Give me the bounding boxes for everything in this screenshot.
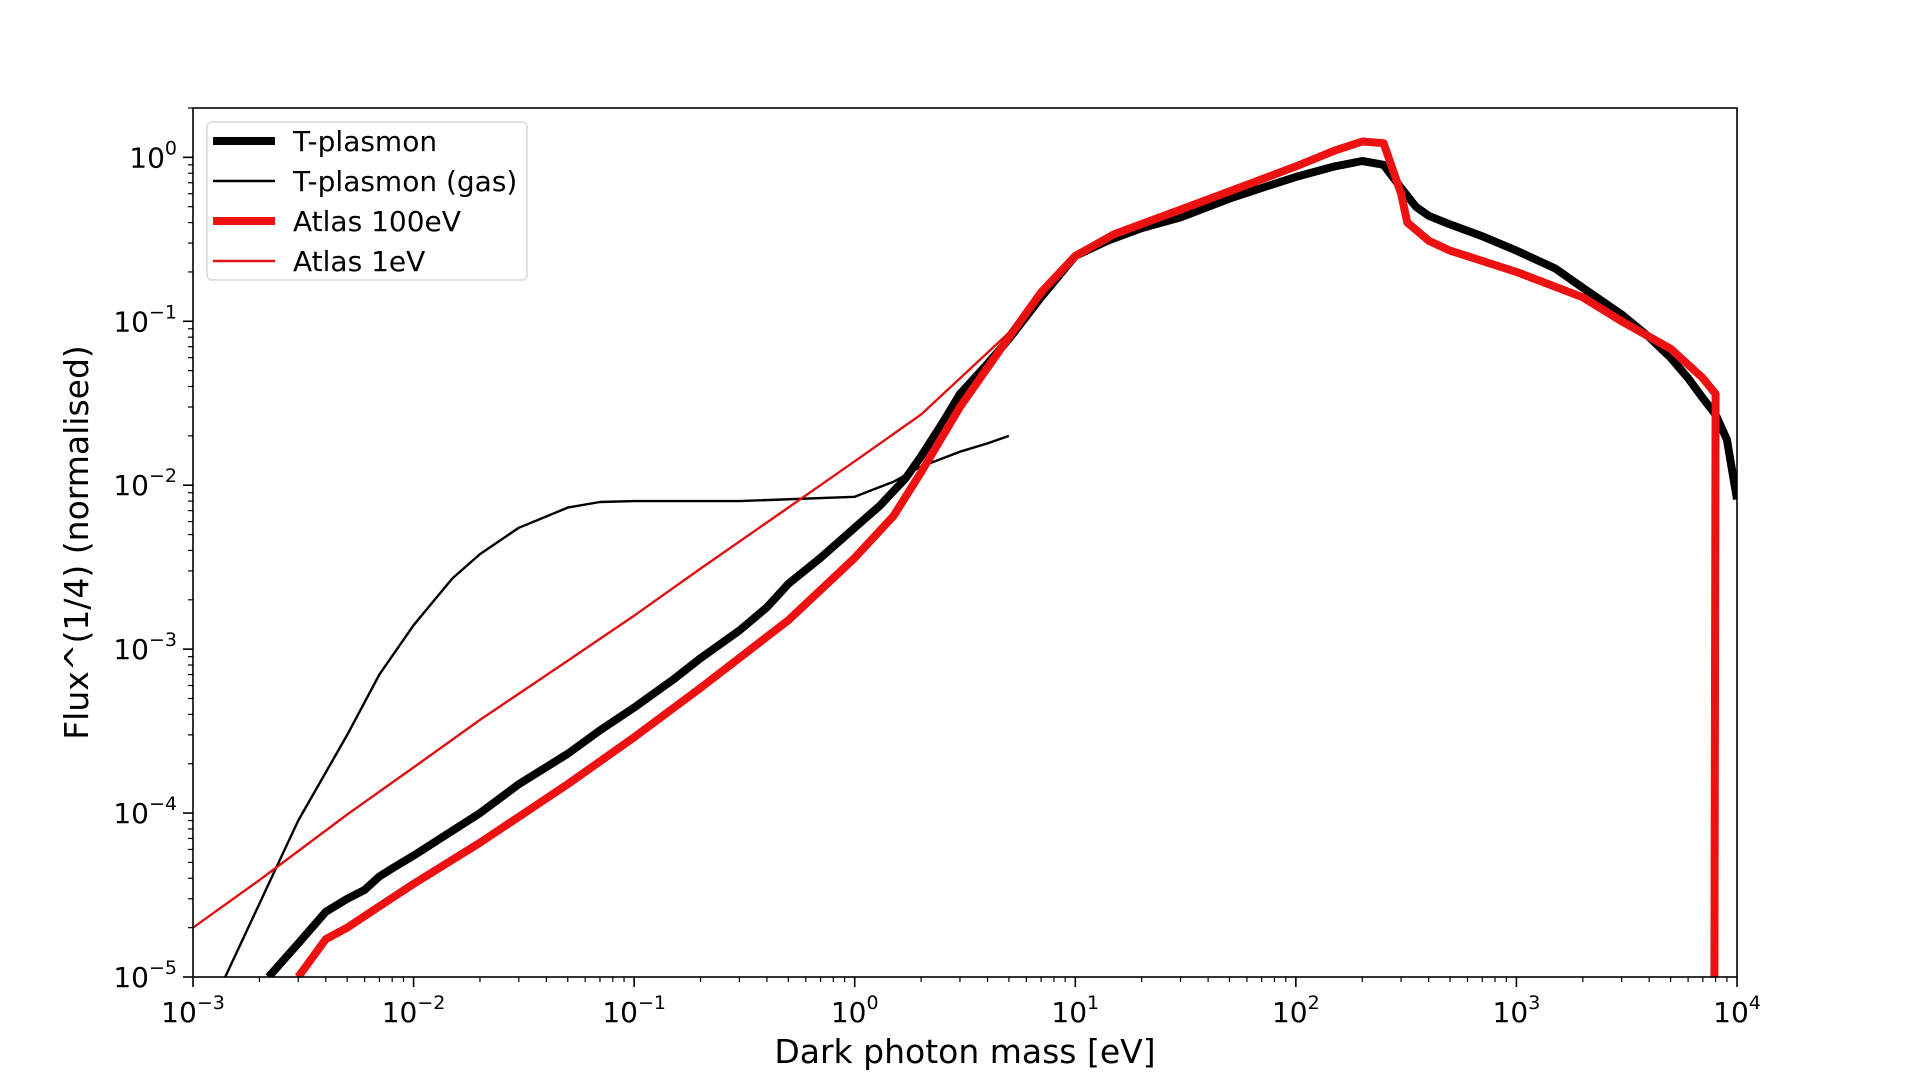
legend-box xyxy=(206,121,528,281)
y-axis-title: Flux^(1/4) (normalised) xyxy=(57,345,96,740)
x-tick-label: 10−1 xyxy=(602,992,666,1029)
series-layer xyxy=(193,137,1737,977)
legend: T-plasmon T-plasmon (gas) Atlas 100eV Atlas… xyxy=(206,121,528,281)
x-tick-label: 10−2 xyxy=(382,992,446,1029)
x-tick-label: 100 xyxy=(831,992,879,1029)
x-tick-label: 104 xyxy=(1713,992,1761,1029)
y-tick-label: 10−5 xyxy=(113,957,177,994)
x-tick-label: 103 xyxy=(1493,992,1541,1029)
y-tick-label: 100 xyxy=(129,137,177,174)
x-tick-label: 102 xyxy=(1272,992,1320,1029)
y-tick-label: 10−4 xyxy=(113,793,177,830)
x-tick-label: 101 xyxy=(1051,992,1099,1029)
series-line-4 xyxy=(193,237,1109,929)
y-tick-label: 10−3 xyxy=(113,629,177,666)
plot-frame xyxy=(192,107,1738,978)
legend-label-3: Atlas 100eV xyxy=(293,205,461,238)
series-line-3 xyxy=(294,137,1720,977)
legend-label-4: Atlas 1eV xyxy=(293,245,425,278)
x-axis-title: Dark photon mass [eV] xyxy=(774,1032,1155,1071)
series-line-1 xyxy=(265,157,1737,977)
legend-label-2: T-plasmon (gas) xyxy=(292,165,517,198)
y-tick-label: 10−1 xyxy=(113,301,177,338)
x-tick-label: 10−3 xyxy=(161,992,225,1029)
legend-label-1: T-plasmon xyxy=(292,125,437,158)
ticks-layer: 10−3 10−2 10−1 100 101 102 103 104 10−5 10−4 10−3 1… xyxy=(113,107,1761,1029)
y-tick-label: 10−2 xyxy=(113,465,177,502)
